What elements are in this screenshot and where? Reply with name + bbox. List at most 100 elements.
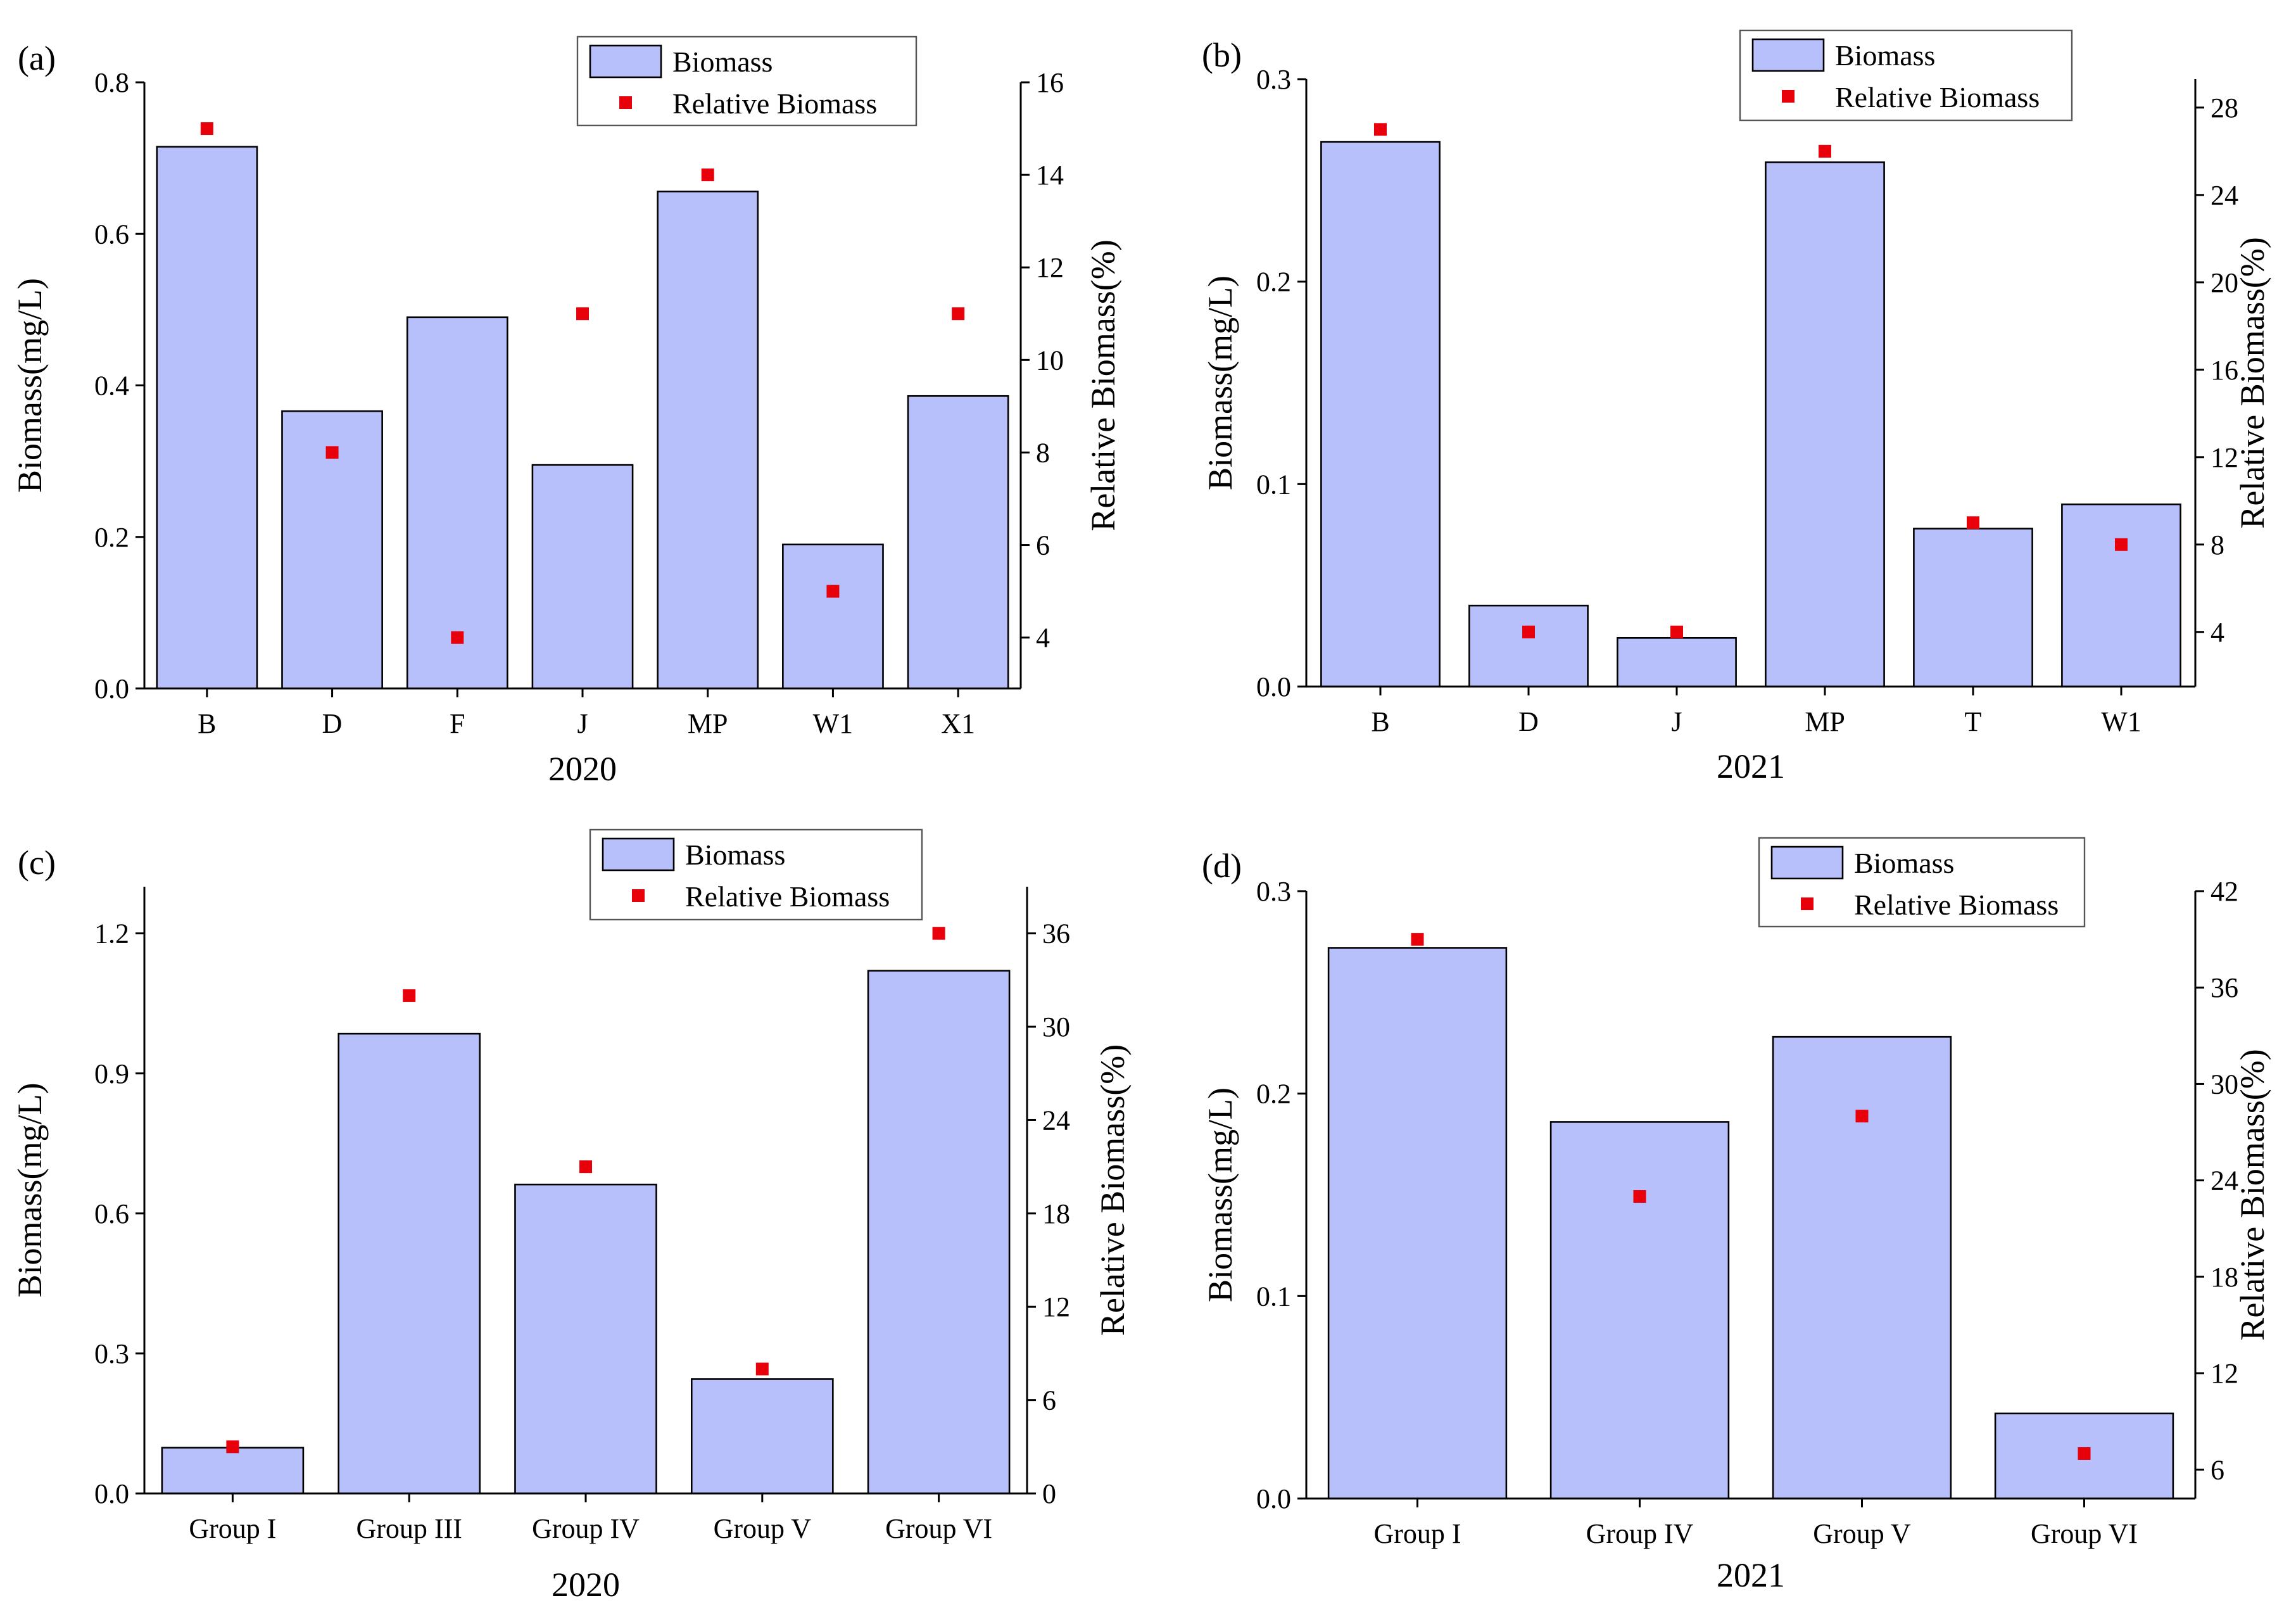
left-tick-label: 0.1	[1256, 1281, 1291, 1312]
bar-j	[531, 464, 634, 690]
bar-group-vi	[867, 970, 1011, 1495]
bar-j	[1617, 637, 1737, 688]
right-tick-label: 12	[1036, 252, 1064, 283]
left-tick-label: 0.3	[1256, 64, 1291, 95]
legend-point-swatch	[1801, 897, 1813, 910]
bar-x1	[907, 395, 1009, 690]
legend-point-swatch	[632, 889, 645, 902]
legend-bar-swatch	[589, 44, 662, 79]
right-tick-label: 6	[1036, 530, 1050, 561]
category-label: X1	[941, 708, 975, 739]
panel-label: (b)	[1202, 36, 1242, 74]
right-tick-label: 8	[2211, 529, 2224, 561]
left-tick-label: 0.8	[94, 67, 129, 98]
left-tick-label: 0.6	[94, 219, 129, 250]
category-label: J	[577, 708, 588, 739]
left-tick-label: 0.0	[1256, 671, 1291, 702]
x-axis-title: 2021	[1717, 1556, 1785, 1594]
bar-d	[1468, 604, 1589, 688]
category-label: Group IV	[1586, 1518, 1694, 1549]
category-label: Group VI	[885, 1513, 992, 1544]
category-label: MP	[688, 708, 728, 739]
bar-w1	[782, 543, 884, 690]
legend-biomass-label: Biomass	[1854, 847, 1954, 879]
right-tick-label: 16	[2211, 355, 2238, 386]
legend-relative-biomass-label: Relative Biomass	[685, 880, 890, 913]
right-tick-label: 18	[2211, 1262, 2238, 1293]
relative-biomass-point	[1374, 123, 1387, 136]
category-label: Group I	[1373, 1518, 1461, 1549]
bar-mp	[657, 190, 759, 690]
category-label: B	[1371, 706, 1389, 737]
x-axis-title: 2020	[552, 1566, 620, 1604]
left-tick-label: 0.3	[94, 1338, 129, 1369]
left-tick-label: 0.6	[94, 1198, 129, 1229]
category-label: J	[1671, 706, 1682, 737]
right-tick-label: 36	[2211, 972, 2238, 1003]
right-tick-label: 20	[2211, 267, 2238, 298]
relative-biomass-point	[403, 989, 416, 1002]
right-tick-label: 0	[1042, 1478, 1056, 1509]
panel-label: (a)	[18, 39, 56, 77]
left-tick-label: 0.9	[94, 1058, 129, 1089]
right-tick-label: 10	[1036, 345, 1064, 376]
y-axis-title: Biomass(mg/L)	[11, 1083, 49, 1298]
relative-biomass-point	[932, 927, 945, 940]
right-tick-label: 14	[1036, 160, 1064, 191]
y2-axis-title: Relative Biomass(%)	[1084, 239, 1122, 531]
panel-d: 0.0 0.1 0.2 0.3 6 12 18 24 30 36 42 Group I Group IV…	[1201, 837, 2271, 1594]
legend-relative-biomass-label: Relative Biomass	[672, 87, 877, 120]
legend-biomass-label: Biomass	[685, 839, 785, 871]
category-label: W1	[2101, 706, 2141, 737]
left-tick-label: 0.2	[1256, 267, 1291, 298]
left-tick-label: 0.1	[1256, 469, 1291, 500]
relative-biomass-point	[1819, 144, 1831, 158]
bar-f	[406, 316, 508, 690]
relative-biomass-point	[1967, 516, 1979, 529]
left-tick-label: 0.3	[1256, 876, 1291, 907]
relative-biomass-point	[1670, 625, 1683, 638]
legend-bar-swatch	[1770, 846, 1844, 880]
legend: Biomass Relative Biomass	[576, 35, 918, 127]
bar-group-v	[1772, 1036, 1952, 1500]
relative-biomass-point	[325, 446, 339, 459]
category-label: Group I	[189, 1513, 276, 1544]
relative-biomass-point	[952, 307, 965, 320]
category-label: B	[198, 708, 216, 739]
left-tick-label: 0.4	[94, 371, 129, 402]
category-label: F	[450, 708, 465, 739]
bar-group-v	[690, 1378, 834, 1495]
right-tick-label: 16	[1036, 67, 1064, 98]
right-tick-label: 12	[2211, 1358, 2238, 1389]
relative-biomass-point	[1633, 1190, 1646, 1203]
left-tick-label: 1.2	[94, 918, 129, 949]
y-axis-title: Biomass(mg/L)	[1201, 1087, 1239, 1302]
relative-biomass-point	[2078, 1447, 2091, 1460]
bar-group-i	[161, 1447, 305, 1495]
relative-biomass-point	[1411, 933, 1424, 946]
right-tick-label: 8	[1036, 437, 1050, 468]
category-label: Group V	[714, 1513, 812, 1544]
category-label: Group IV	[532, 1513, 640, 1544]
relative-biomass-point	[2115, 538, 2128, 551]
relative-biomass-point	[826, 585, 840, 598]
y2-axis-title: Relative Biomass(%)	[2233, 237, 2271, 528]
bar-group-iii	[337, 1032, 481, 1495]
right-tick-label: 28	[2211, 92, 2238, 124]
category-label: Group V	[1813, 1518, 1911, 1549]
right-tick-label: 18	[1042, 1198, 1070, 1229]
relative-biomass-point	[579, 1160, 592, 1174]
left-tick-label: 0.2	[94, 522, 129, 553]
left-tick-label: 0.0	[1256, 1483, 1291, 1514]
relative-biomass-point	[451, 631, 464, 644]
y-axis-title: Biomass(mg/L)	[1201, 276, 1239, 490]
panel-c: 0.0 0.3 0.6 0.9 1.2 0 6 12 18 24 30 36 Group I Group …	[11, 828, 1132, 1604]
right-tick-label: 6	[1042, 1385, 1056, 1416]
right-tick-label: 42	[2211, 876, 2238, 907]
bar-b	[1320, 141, 1441, 688]
bar-mp	[1765, 161, 1885, 688]
relative-biomass-point	[576, 307, 589, 320]
bar-group-iv	[514, 1183, 657, 1495]
